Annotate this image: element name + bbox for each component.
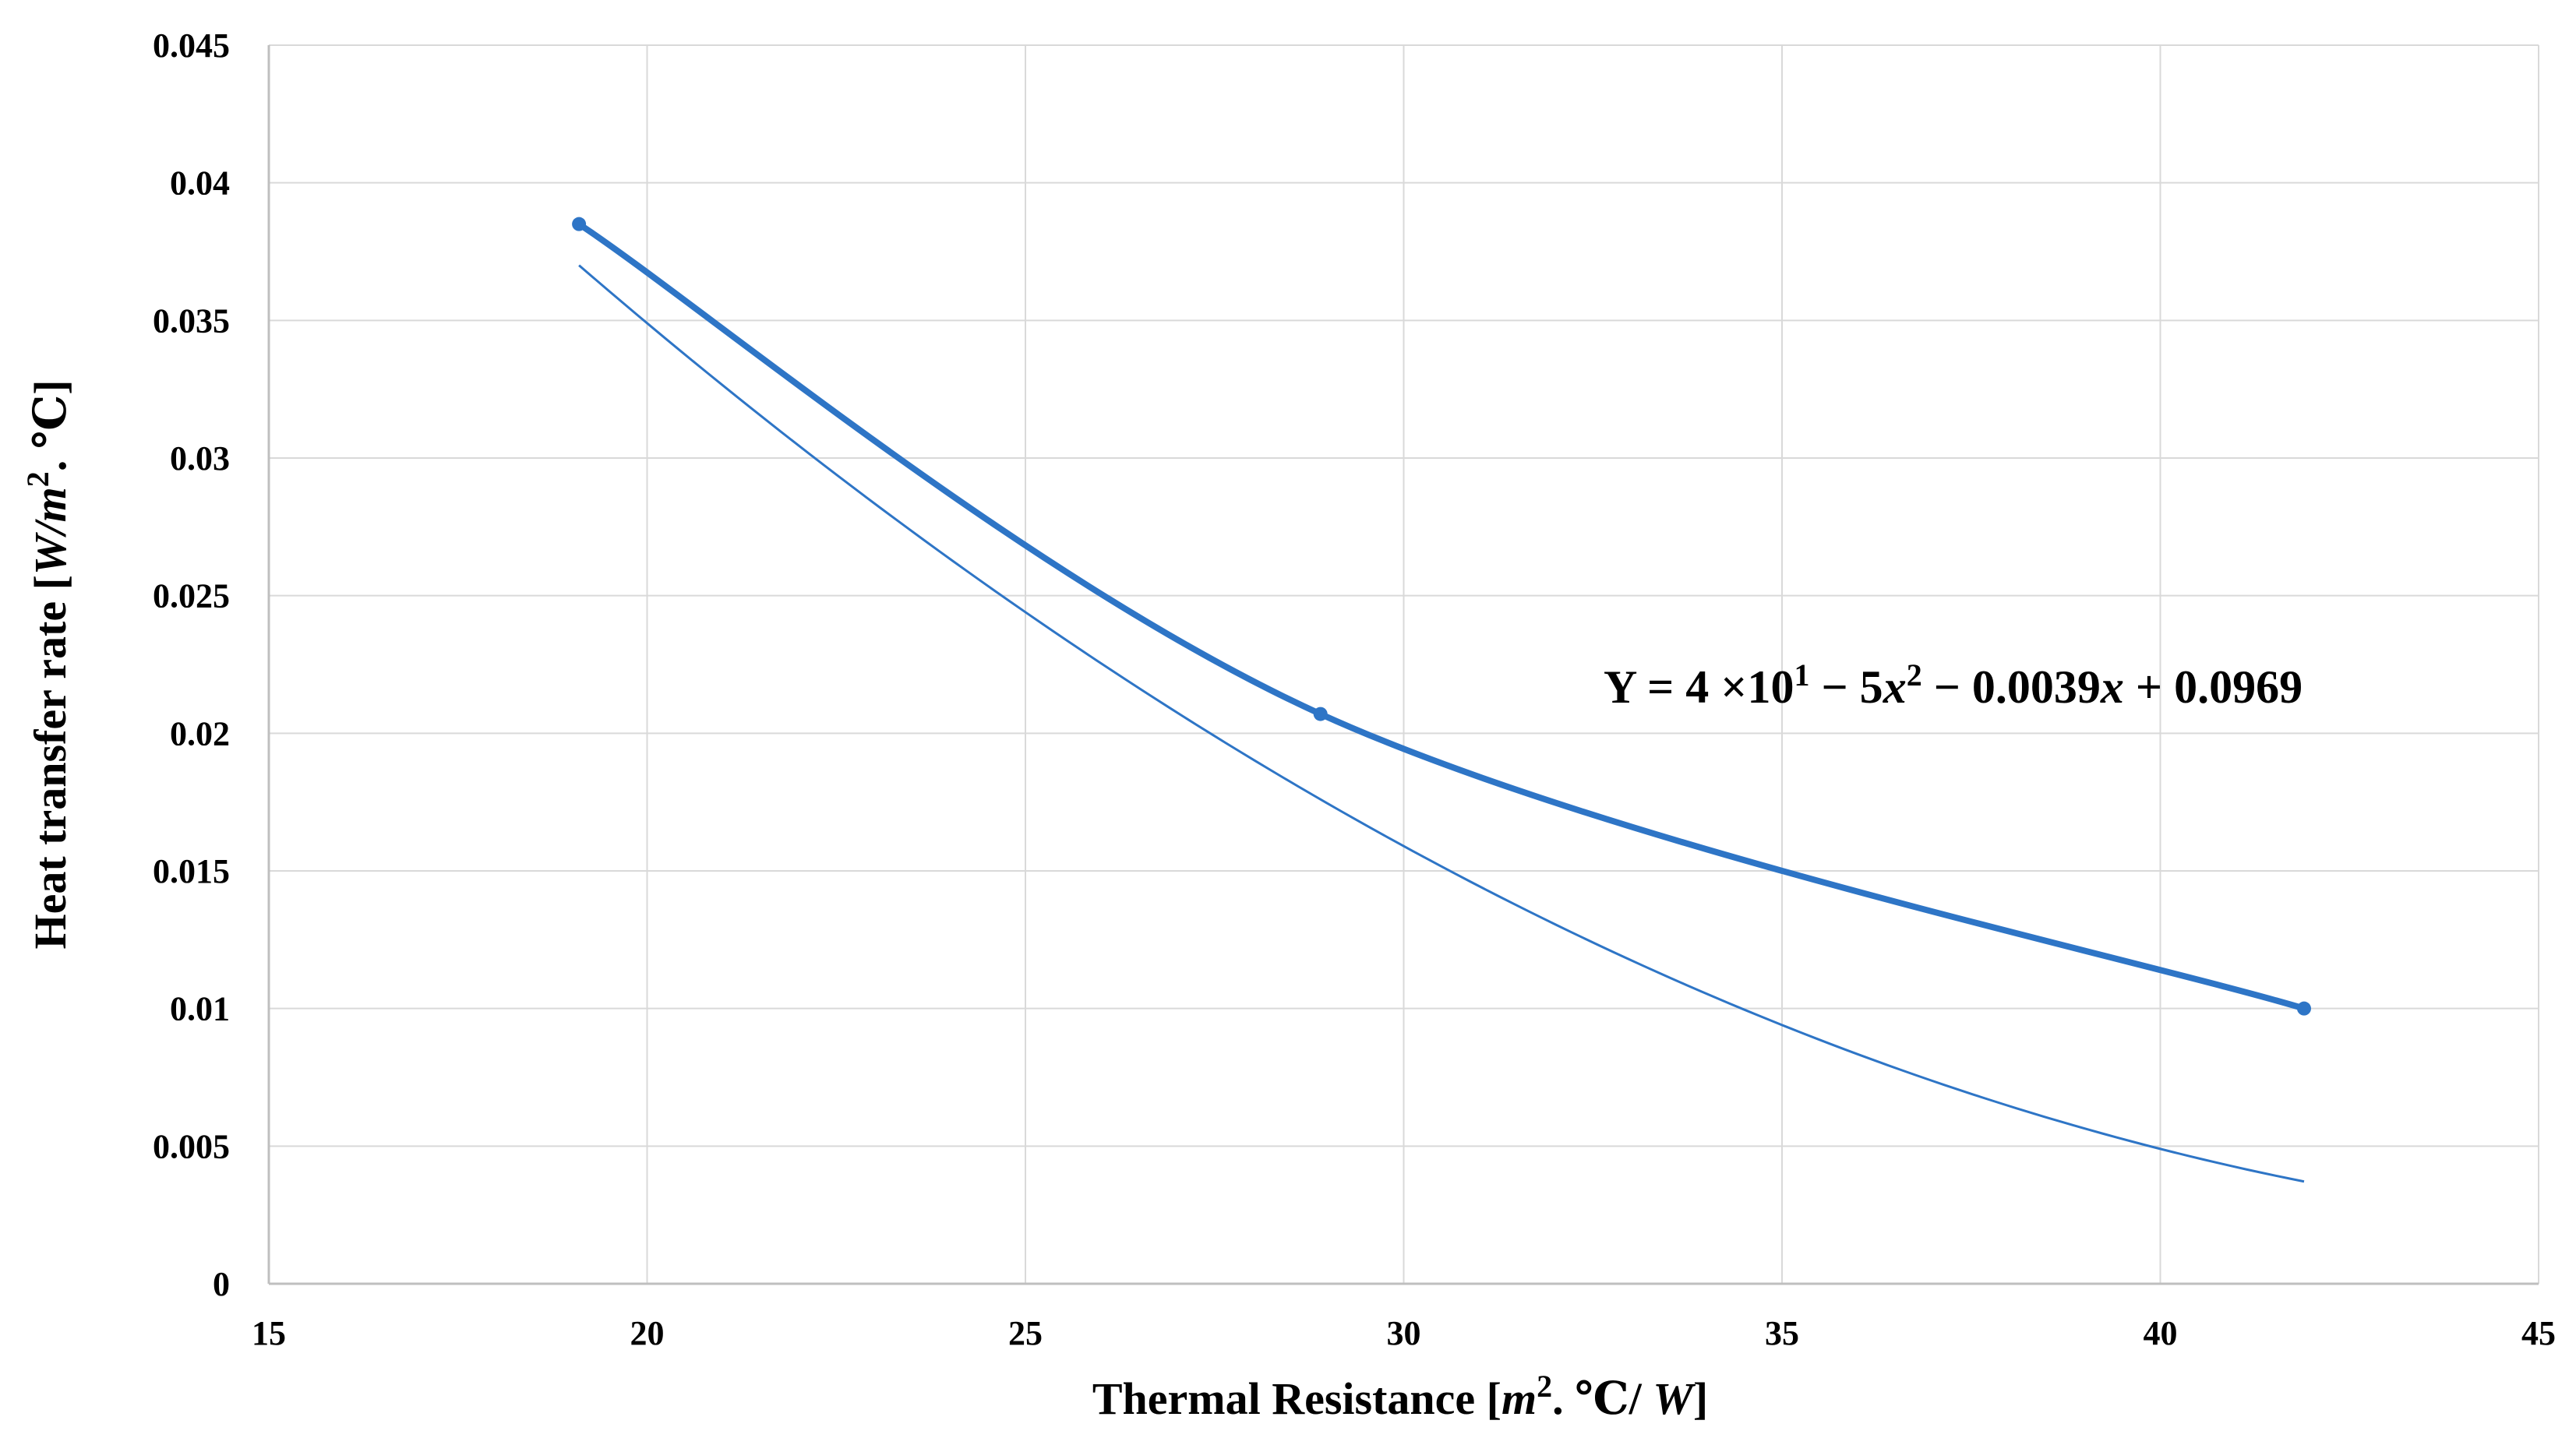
series-layer [572,217,2311,1016]
x-tick-label: 20 [630,1314,665,1352]
y-tick-label: 0.015 [153,852,230,890]
y-tick-label: 0.005 [153,1127,230,1165]
y-axis-title: Heat transfer rate [W/m2. ℃] [20,379,76,949]
y-tick-label: 0.03 [170,439,230,478]
y-tick-label: 0 [213,1265,230,1303]
y-tick-label: 0.035 [153,301,230,340]
data-point [572,217,587,231]
series-line [576,220,2307,1012]
x-tick-label: 45 [2521,1314,2556,1352]
trendline-equation: Y = 4 ×101 − 5x2 − 0.0039x + 0.0969 [1604,657,2303,713]
axes [267,45,2539,1285]
x-tick-labels: 15 20 25 30 35 40 45 [252,1314,2556,1352]
data-point [1313,707,1328,721]
y-tick-label: 0.02 [170,714,230,752]
x-tick-label: 25 [1008,1314,1043,1352]
y-tick-label: 0.01 [170,990,230,1028]
x-tick-label: 40 [2144,1314,2178,1352]
trendline [578,264,2305,1183]
x-tick-label: 35 [1765,1314,1799,1352]
trendline-layer [578,264,2305,1183]
y-tick-labels: 0 0.005 0.01 0.015 0.02 0.025 0.03 0.035 0.04 0.0… [153,26,230,1303]
x-axis-title: Thermal Resistance [m2. ℃/ W] [1092,1369,1708,1424]
data-point [2296,1001,2311,1016]
x-tick-label: 30 [1387,1314,1421,1352]
grid [269,44,2539,1284]
y-tick-label: 0.025 [153,577,230,615]
x-tick-label: 15 [252,1314,286,1352]
y-tick-label: 0.045 [153,26,230,65]
y-tick-label: 0.04 [170,164,230,203]
